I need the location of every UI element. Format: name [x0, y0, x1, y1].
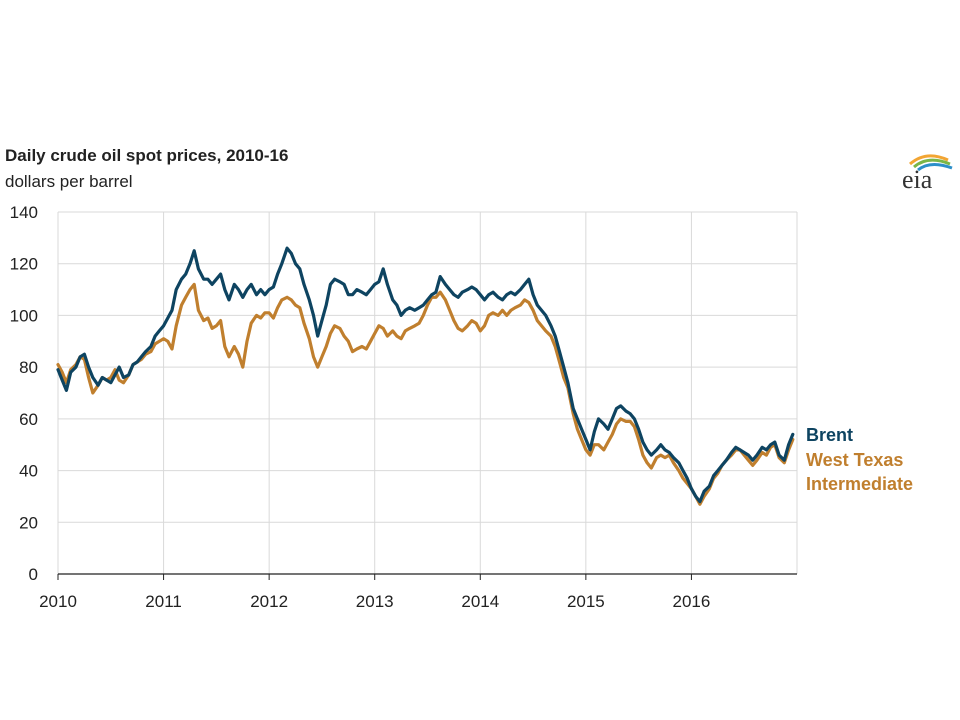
y-tick-label: 120: [10, 255, 38, 274]
chart-title: Daily crude oil spot prices, 2010-16: [5, 146, 289, 165]
series-line-west-texas-intermediate: [56, 282, 795, 506]
x-tick-label: 2012: [250, 592, 288, 611]
legend-brent: Brent: [806, 425, 853, 445]
grid-lines: [57, 211, 798, 575]
y-axis-ticks: 0 20 40 60 80 100 120 140: [10, 203, 38, 584]
y-tick-label: 140: [10, 203, 38, 222]
logo-text: eia: [902, 165, 933, 190]
y-tick-label: 60: [19, 410, 38, 429]
legend-wti-line2: Intermediate: [806, 474, 913, 494]
x-tick-label: 2016: [673, 592, 711, 611]
eia-logo: eia: [902, 154, 953, 190]
x-tick-label: 2013: [356, 592, 394, 611]
chart-subtitle: dollars per barrel: [5, 172, 133, 191]
logo-swoosh-green: [913, 158, 951, 169]
y-tick-label: 20: [19, 513, 38, 532]
x-axis-ticks: 2010 2011 2012 2013 2014 2015 2016: [39, 573, 797, 611]
y-tick-label: 0: [29, 565, 38, 584]
y-tick-label: 40: [19, 462, 38, 481]
legend: Brent West Texas Intermediate: [806, 425, 913, 494]
x-tick-label: 2010: [39, 592, 77, 611]
y-tick-label: 80: [19, 358, 38, 377]
logo-swoosh-blue: [917, 163, 953, 172]
legend-wti-line1: West Texas: [806, 450, 903, 470]
x-tick-label: 2014: [461, 592, 499, 611]
x-tick-label: 2015: [567, 592, 605, 611]
series-line-brent: [56, 246, 795, 504]
y-tick-label: 100: [10, 306, 38, 325]
x-tick-label: 2011: [145, 592, 182, 611]
series-lines: [56, 246, 795, 506]
logo-swoosh-orange: [909, 154, 949, 166]
